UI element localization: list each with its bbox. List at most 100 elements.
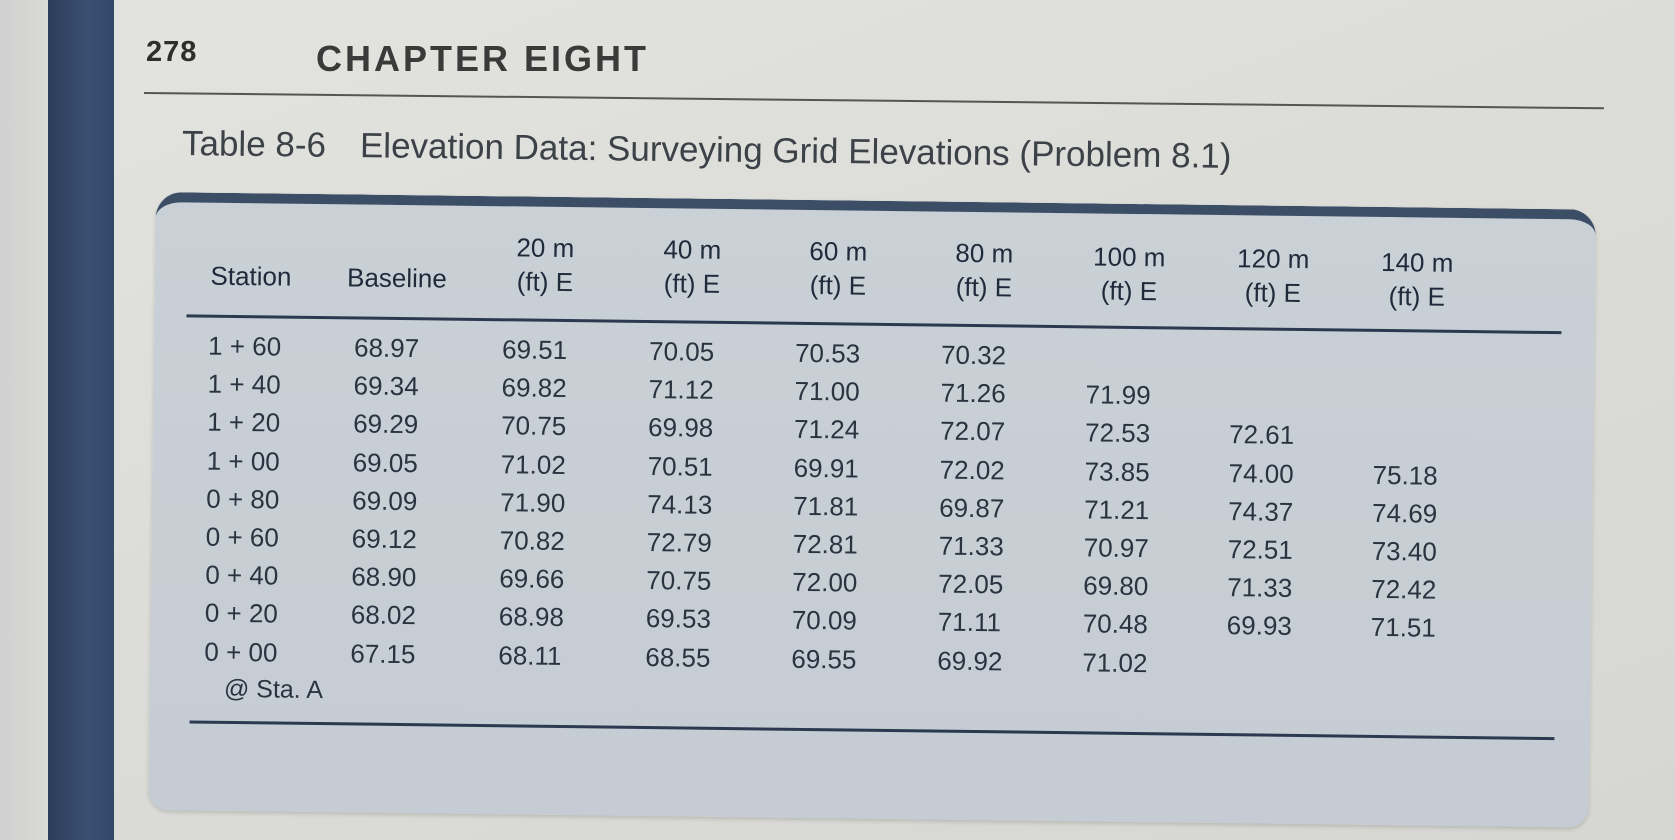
elevation-cell: 69.55 — [791, 643, 857, 675]
elevation-cell: 70.32 — [940, 339, 1007, 371]
column-header: 20 m (ft) E — [465, 230, 626, 300]
elevation-cell: 72.51 — [1227, 534, 1293, 565]
table-caption: Table 8-6 Elevation Data: Surveying Grid … — [182, 124, 1232, 177]
column-header-line: 80 m — [955, 237, 1014, 269]
book-spine — [48, 0, 114, 840]
column-header-unit: (ft) E — [955, 271, 1013, 303]
column-header-line: 120 m — [1236, 243, 1310, 275]
elevation-cell: 72.42 — [1371, 574, 1437, 605]
table-footnote: @ Sta. A — [223, 674, 324, 705]
elevation-cell: 71.26 — [940, 377, 1006, 409]
elevation-cell: 70.82 — [499, 525, 566, 557]
elevation-cell: 69.80 — [1083, 570, 1149, 602]
column-header: 100 m (ft) E — [1049, 239, 1210, 309]
elevation-cell: 71.02 — [1082, 646, 1148, 678]
column-header-unit: (ft) E — [663, 268, 721, 299]
station-cell: 0 + 80 — [206, 483, 280, 515]
elevation-cell: 70.48 — [1082, 608, 1149, 640]
column-header: 140 m (ft) E — [1337, 244, 1498, 314]
column-header-unit: (ft) E — [809, 269, 867, 301]
elevation-cell: 72.05 — [938, 568, 1004, 600]
elevation-cell: 69.92 — [937, 645, 1003, 676]
elevation-cell: 69.05 — [352, 447, 418, 478]
station-cell: 0 + 00 — [204, 636, 278, 668]
column-header-line: 140 m — [1380, 246, 1454, 278]
elevation-cell: 71.11 — [937, 606, 1002, 638]
elevation-cell: 69.91 — [793, 452, 859, 484]
elevation-cell: 71.12 — [648, 374, 714, 406]
column-header-line: Station — [210, 260, 292, 292]
column-header-line: 40 m — [663, 234, 722, 265]
header-rule — [186, 314, 1562, 335]
elevation-cell: 75.18 — [1372, 459, 1438, 491]
elevation-cell: 68.55 — [645, 641, 711, 673]
column-header-line: 100 m — [1092, 241, 1166, 273]
station-cell: 0 + 40 — [205, 559, 279, 591]
elevation-cell: 69.12 — [351, 523, 418, 555]
column-header-unit: (ft) E — [1388, 281, 1446, 312]
elevation-cell: 73.85 — [1084, 455, 1150, 487]
table-title: Elevation Data: Surveying Grid Elevation… — [359, 126, 1232, 176]
station-cell: 0 + 60 — [205, 521, 279, 553]
station-cell: 0 + 20 — [204, 598, 279, 629]
column-header-line: 60 m — [809, 235, 868, 267]
column-header: 120 m (ft) E — [1193, 241, 1354, 311]
column-header-unit: (ft) E — [516, 266, 574, 298]
station-cell: 1 + 60 — [207, 330, 282, 362]
page-number: 278 — [146, 36, 198, 68]
column-header: 40 m (ft) E — [612, 232, 773, 302]
elevation-cell: 74.69 — [1371, 497, 1438, 529]
elevation-cell: 69.51 — [501, 334, 568, 366]
header-divider — [143, 92, 1604, 110]
elevation-cell: 69.53 — [645, 603, 712, 635]
elevation-cell: 68.97 — [353, 332, 420, 364]
elevation-cell: 70.05 — [648, 336, 715, 367]
elevation-cell: 72.61 — [1228, 419, 1295, 451]
elevation-cell: 74.13 — [647, 488, 713, 520]
elevation-cell: 70.51 — [647, 450, 713, 482]
elevation-cell: 69.98 — [647, 412, 714, 444]
elevation-cell: 71.51 — [1370, 612, 1437, 644]
elevation-cell: 71.00 — [794, 376, 860, 407]
elevation-cell: 70.75 — [500, 410, 567, 442]
elevation-cell: 71.33 — [1227, 572, 1293, 604]
elevation-cell: 74.00 — [1228, 457, 1294, 489]
elevation-table: @ Sta. A Station Baseline 20 m (ft) E 40 m (f… — [148, 192, 1596, 828]
elevation-cell: 71.33 — [938, 530, 1004, 562]
column-header: Baseline — [317, 260, 477, 296]
elevation-cell: 68.98 — [498, 601, 565, 633]
elevation-cell: 68.02 — [350, 599, 417, 631]
elevation-cell: 69.93 — [1226, 610, 1293, 642]
elevation-cell: 72.07 — [939, 415, 1006, 447]
elevation-cell: 69.87 — [939, 492, 1005, 524]
station-cell: 1 + 40 — [207, 368, 281, 400]
elevation-cell: 74.37 — [1228, 495, 1294, 527]
table-number: Table 8-6 — [181, 124, 327, 165]
elevation-cell: 71.21 — [1084, 494, 1150, 525]
elevation-cell: 71.90 — [500, 487, 566, 518]
elevation-cell: 69.66 — [499, 563, 565, 595]
elevation-cell: 67.15 — [350, 638, 416, 669]
station-cell: 1 + 20 — [207, 407, 281, 438]
elevation-cell: 72.02 — [939, 454, 1005, 485]
elevation-cell: 69.29 — [352, 408, 419, 440]
elevation-cell: 68.90 — [351, 561, 417, 593]
column-header: 80 m (ft) E — [904, 235, 1065, 305]
column-header-unit: (ft) E — [1100, 275, 1158, 307]
station-cell: 1 + 00 — [206, 445, 280, 477]
elevation-cell: 72.00 — [792, 566, 858, 598]
elevation-cell: 72.81 — [792, 528, 859, 560]
column-header: Station — [171, 258, 331, 294]
elevation-cell: 69.34 — [353, 370, 419, 402]
elevation-cell: 68.11 — [498, 639, 562, 671]
column-header: 60 m (ft) E — [758, 233, 919, 303]
elevation-cell: 71.02 — [500, 448, 566, 480]
elevation-cell: 72.79 — [646, 527, 713, 558]
column-header-line: Baseline — [346, 262, 448, 294]
column-header-line: 20 m — [516, 232, 575, 264]
elevation-cell: 69.09 — [352, 485, 418, 517]
elevation-cell: 70.75 — [646, 565, 712, 597]
chapter-title: CHAPTER EIGHT — [316, 38, 650, 79]
elevation-cell: 69.82 — [501, 372, 567, 404]
elevation-cell: 72.53 — [1084, 417, 1151, 449]
